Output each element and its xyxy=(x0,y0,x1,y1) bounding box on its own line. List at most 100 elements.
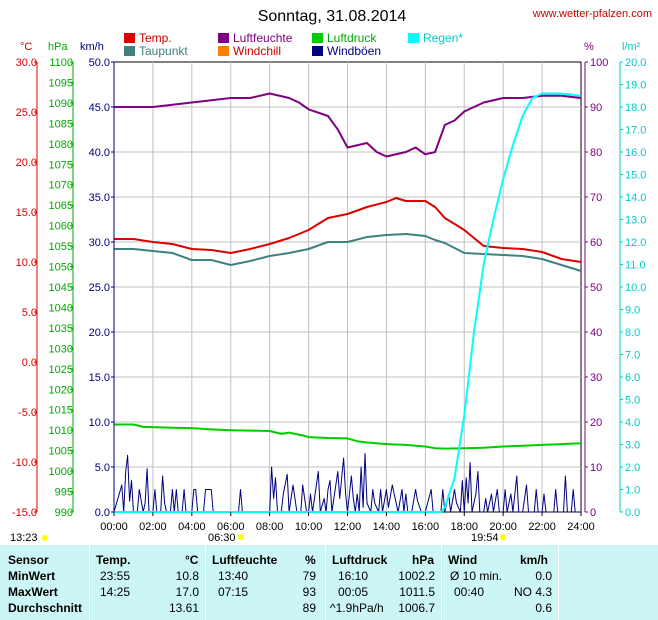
row-avg-pres-val: 1006.7 xyxy=(398,601,435,615)
axis-label-rain: 7.0 xyxy=(625,350,640,362)
axis-label-pressure: 1035 xyxy=(49,323,73,335)
row-min-pres-val: 1002.2 xyxy=(398,569,435,583)
axis-label-wind: 20.0 xyxy=(89,327,110,339)
th-sensor: Sensor xyxy=(8,553,49,567)
axis-label-wind: 30.0 xyxy=(89,237,110,249)
x-tick-label: 08:00 xyxy=(256,521,284,533)
row-max-temp-val: 17.0 xyxy=(175,585,199,599)
row-max-hum-val: 93 xyxy=(302,585,316,599)
axis-label-rain: 13.0 xyxy=(625,215,646,227)
axis-label-rain: 10.0 xyxy=(625,282,646,294)
unit-temp: °C xyxy=(20,41,32,53)
axis-label-humidity: 40 xyxy=(590,327,602,339)
row-min-pres-time: 16:10 xyxy=(338,569,369,583)
axis-label-temp: 15.0 xyxy=(16,207,37,219)
sunset-sun-icon xyxy=(500,534,506,540)
legend-swatch-pressure xyxy=(312,33,323,43)
table-divider xyxy=(558,545,559,620)
row-avg-pres-trend: ^1.9hPa/h xyxy=(330,601,384,615)
series-line-luftdruck xyxy=(114,423,582,450)
axis-label-pressure: 990 xyxy=(55,507,73,519)
axis-label-pressure: 1085 xyxy=(49,118,73,130)
th-temp-unit: °C xyxy=(185,553,199,567)
axis-label-rain: 1.0 xyxy=(625,485,640,497)
axis-label-rain: 2.0 xyxy=(625,462,640,474)
legend-label-pressure: Luftdruck xyxy=(327,31,377,45)
axis-label-pressure: 1020 xyxy=(49,384,73,396)
axis-label-rain: 11.0 xyxy=(625,260,646,272)
axis-label-pressure: 1040 xyxy=(49,302,73,314)
legend-swatch-humidity xyxy=(218,33,229,43)
th-pressure-unit: hPa xyxy=(412,553,435,567)
axis-label-temp: 20.0 xyxy=(16,157,37,169)
axis-label-pressure: 1010 xyxy=(49,425,73,437)
stats-table: Sensor Temp. °C Luftfeuchte % Luftdruck … xyxy=(0,545,658,620)
axis-label-pressure: 1060 xyxy=(49,221,73,233)
axis-label-rain: 18.0 xyxy=(625,102,646,114)
chart-title: Sonntag, 31.08.2014 xyxy=(258,8,407,25)
row-max-wind-time: 00:40 xyxy=(454,585,485,599)
x-tick-label: 06:00 xyxy=(217,521,245,533)
axis-label-pressure: 1065 xyxy=(49,200,73,212)
axis-label-pressure: 1090 xyxy=(49,98,73,110)
axis-label-temp: -5.0 xyxy=(18,407,37,419)
unit-wind: km/h xyxy=(80,41,104,53)
x-tick-label: 20:00 xyxy=(489,521,517,533)
x-tick-label: 10:00 xyxy=(295,521,323,533)
site-url: www.wetter-pfalzen.com xyxy=(532,8,652,20)
axis-label-pressure: 1025 xyxy=(49,364,73,376)
series-layer xyxy=(113,92,582,513)
row-avg-label: Durchschnitt xyxy=(8,601,83,615)
row-max-wind-val: NO 4.3 xyxy=(513,585,552,599)
x-tick-label: 02:00 xyxy=(139,521,167,533)
axis-label-pressure: 1095 xyxy=(49,77,73,89)
axis-label-pressure: 1050 xyxy=(49,262,73,274)
axis-label-temp: 10.0 xyxy=(16,257,37,269)
table-divider xyxy=(325,545,326,620)
x-tick-label: 16:00 xyxy=(412,521,440,533)
weather-chart: 00:00 02:00 04:00 06:00 08:00 10:00 12:00 14:00… xyxy=(10,8,652,544)
axis-label-wind: 35.0 xyxy=(89,192,110,204)
row-min-hum-val: 79 xyxy=(302,569,316,583)
axis-label-temp: 25.0 xyxy=(16,107,37,119)
axes-layer: 00:00 02:00 04:00 06:00 08:00 10:00 12:00 14:00… xyxy=(12,57,647,533)
axis-label-rain: 4.0 xyxy=(625,417,640,429)
axis-label-rain: 12.0 xyxy=(625,237,646,249)
row-max-hum-time: 07:15 xyxy=(218,585,249,599)
x-tick-label: 24:00 xyxy=(567,521,595,533)
axis-label-humidity: 60 xyxy=(590,237,602,249)
axis-label-humidity: 20 xyxy=(590,417,602,429)
axis-label-pressure: 1100 xyxy=(49,57,73,69)
unit-humidity: % xyxy=(584,41,594,53)
axis-label-rain: 19.0 xyxy=(625,80,646,92)
series-line-temp xyxy=(114,197,582,263)
axis-label-wind: 50.0 xyxy=(89,57,110,69)
axis-label-rain: 8.0 xyxy=(625,327,640,339)
th-pressure: Luftdruck xyxy=(332,553,388,567)
legend-swatch-windchill xyxy=(218,46,229,56)
row-min-wind-time: Ø 10 min. xyxy=(450,569,503,583)
x-tick-label: 14:00 xyxy=(373,521,401,533)
legend-label-dewpoint: Taupunkt xyxy=(139,44,188,58)
series-line-regen xyxy=(114,92,582,513)
axis-label-pressure: 1045 xyxy=(49,282,73,294)
axis-label-pressure: 1080 xyxy=(49,139,73,151)
axis-label-pressure: 1075 xyxy=(49,159,73,171)
legend-swatch-rain xyxy=(408,33,419,43)
axis-label-humidity: 0 xyxy=(590,507,596,519)
row-avg-temp-val: 13.61 xyxy=(168,601,199,615)
row-avg-wind-val: 0.6 xyxy=(535,601,552,615)
axis-label-pressure: 1030 xyxy=(49,343,73,355)
axis-label-pressure: 995 xyxy=(55,487,73,499)
row-max-label: MaxWert xyxy=(8,585,58,599)
axis-label-temp: 5.0 xyxy=(22,307,37,319)
th-humidity-unit: % xyxy=(305,553,316,567)
legend-swatch-temp xyxy=(124,33,135,43)
axis-label-temp: 30.0 xyxy=(16,57,37,69)
unit-pressure: hPa xyxy=(48,41,68,53)
table-divider xyxy=(89,545,90,620)
series-line-windben xyxy=(113,453,581,513)
axis-label-humidity: 100 xyxy=(590,57,608,69)
th-wind: Wind xyxy=(448,553,478,567)
